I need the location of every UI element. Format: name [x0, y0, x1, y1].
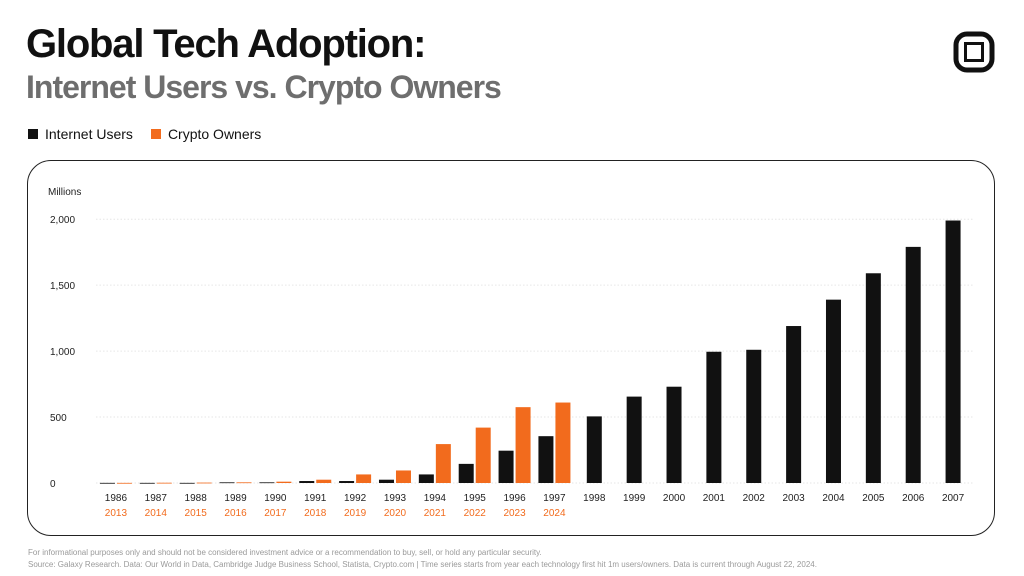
y-tick-label-500: 500	[50, 413, 67, 424]
y-tick-label-1500: 1,500	[50, 281, 75, 292]
bar-internet-1997	[538, 436, 554, 483]
x-tick-label-crypto-2013: 2013	[105, 508, 128, 519]
x-tick-label-1987: 1987	[145, 493, 168, 504]
bar-internet-1990	[259, 482, 275, 484]
legend-label-internet: Internet Users	[45, 126, 133, 142]
y-tick-label-2000: 2,000	[50, 215, 75, 226]
x-tick-label-1988: 1988	[185, 493, 208, 504]
x-tick-label-1993: 1993	[384, 493, 407, 504]
legend-swatch-crypto	[150, 129, 161, 139]
x-tick-label-crypto-2018: 2018	[304, 508, 327, 519]
x-tick-label-crypto-2021: 2021	[424, 508, 447, 519]
x-tick-label-1998: 1998	[583, 493, 606, 504]
bar-crypto-2022	[475, 427, 491, 483]
bar-crypto-2019	[356, 474, 372, 483]
bar-crypto-2018	[316, 479, 332, 483]
footer-notes: For informational purposes only and shou…	[28, 547, 817, 571]
y-tick-label-0: 0	[50, 479, 56, 490]
square-frame-logo-icon	[953, 31, 995, 73]
bar-internet-2005	[865, 273, 881, 483]
legend-item-internet: Internet Users	[28, 126, 133, 142]
y-tick-label-1000: 1,000	[50, 347, 75, 358]
x-tick-label-2005: 2005	[862, 493, 885, 504]
x-tick-label-2006: 2006	[902, 493, 925, 504]
source-text: Source: Galaxy Research. Data: Our World…	[28, 560, 817, 569]
bar-internet-2002	[746, 349, 762, 483]
bar-internet-1995	[458, 463, 474, 483]
x-tick-label-1992: 1992	[344, 493, 367, 504]
bar-internet-2007	[945, 220, 961, 483]
bar-internet-2000	[666, 386, 682, 483]
bar-chart: Millions 0 500 1,000 1,500 2,000 1986 2013 1987 2…	[48, 187, 973, 519]
bar-internet-1991	[299, 481, 315, 483]
bar-internet-1987	[139, 482, 155, 484]
page-subtitle: Internet Users vs. Crypto Owners	[26, 69, 502, 105]
bar-internet-1993	[378, 479, 394, 483]
bar-crypto-2024	[555, 402, 571, 483]
x-tick-label-crypto-2016: 2016	[224, 508, 247, 519]
bar-internet-1996	[498, 450, 514, 483]
bar-internet-2006	[905, 246, 921, 483]
x-tick-label-1999: 1999	[623, 493, 646, 504]
x-tick-label-1991: 1991	[304, 493, 327, 504]
bar-crypto-2017	[276, 481, 292, 483]
x-tick-label-2004: 2004	[822, 493, 845, 504]
disclaimer-text: For informational purposes only and shou…	[28, 548, 542, 557]
x-tick-label-crypto-2020: 2020	[384, 508, 407, 519]
x-tick-label-crypto-2015: 2015	[185, 508, 208, 519]
bar-internet-2001	[706, 351, 722, 483]
legend-swatch-internet	[28, 129, 38, 139]
x-tick-label-1989: 1989	[224, 493, 247, 504]
x-tick-label-2002: 2002	[743, 493, 766, 504]
chart-card: Millions 0 500 1,000 1,500 2,000 1986 2013 1987 2…	[27, 160, 995, 536]
x-tick-label-crypto-2017: 2017	[264, 508, 287, 519]
bar-crypto-2021	[435, 444, 451, 483]
legend-label-crypto: Crypto Owners	[167, 126, 262, 142]
x-tick-label-2001: 2001	[703, 493, 726, 504]
x-tick-label-1986: 1986	[105, 493, 128, 504]
legend-item-crypto: Crypto Owners	[150, 126, 262, 142]
bar-internet-2004	[825, 299, 841, 483]
x-tick-label-crypto-2024: 2024	[543, 508, 566, 519]
bar-crypto-2016	[236, 482, 252, 484]
page-title: Global Tech Adoption:	[26, 22, 426, 66]
x-tick-label-crypto-2014: 2014	[145, 508, 168, 519]
bar-internet-2003	[786, 326, 802, 483]
y-axis-label: Millions	[48, 187, 81, 198]
x-tick-label-crypto-2022: 2022	[464, 508, 487, 519]
x-tick-label-2003: 2003	[782, 493, 805, 504]
bar-internet-1998	[586, 416, 602, 483]
x-tick-label-1994: 1994	[424, 493, 447, 504]
bar-crypto-2014	[156, 482, 172, 484]
x-tick-label-1996: 1996	[503, 493, 526, 504]
bar-internet-1989	[219, 482, 235, 484]
x-tick-label-1997: 1997	[543, 493, 566, 504]
chart-legend: Internet Users Crypto Owners	[28, 126, 261, 142]
bar-internet-1994	[418, 474, 434, 483]
x-tick-label-1990: 1990	[264, 493, 287, 504]
bar-internet-1999	[626, 396, 642, 483]
x-tick-label-2000: 2000	[663, 493, 686, 504]
bar-internet-1986	[99, 482, 115, 484]
bar-internet-1992	[339, 481, 355, 483]
x-tick-label-2007: 2007	[942, 493, 965, 504]
bar-crypto-2015	[196, 482, 212, 484]
x-tick-label-crypto-2023: 2023	[503, 508, 526, 519]
bar-crypto-2023	[515, 407, 531, 483]
x-tick-label-1995: 1995	[464, 493, 487, 504]
bar-internet-1988	[179, 482, 195, 484]
x-tick-label-crypto-2019: 2019	[344, 508, 367, 519]
bar-crypto-2013	[116, 482, 132, 484]
bar-crypto-2020	[395, 470, 411, 483]
